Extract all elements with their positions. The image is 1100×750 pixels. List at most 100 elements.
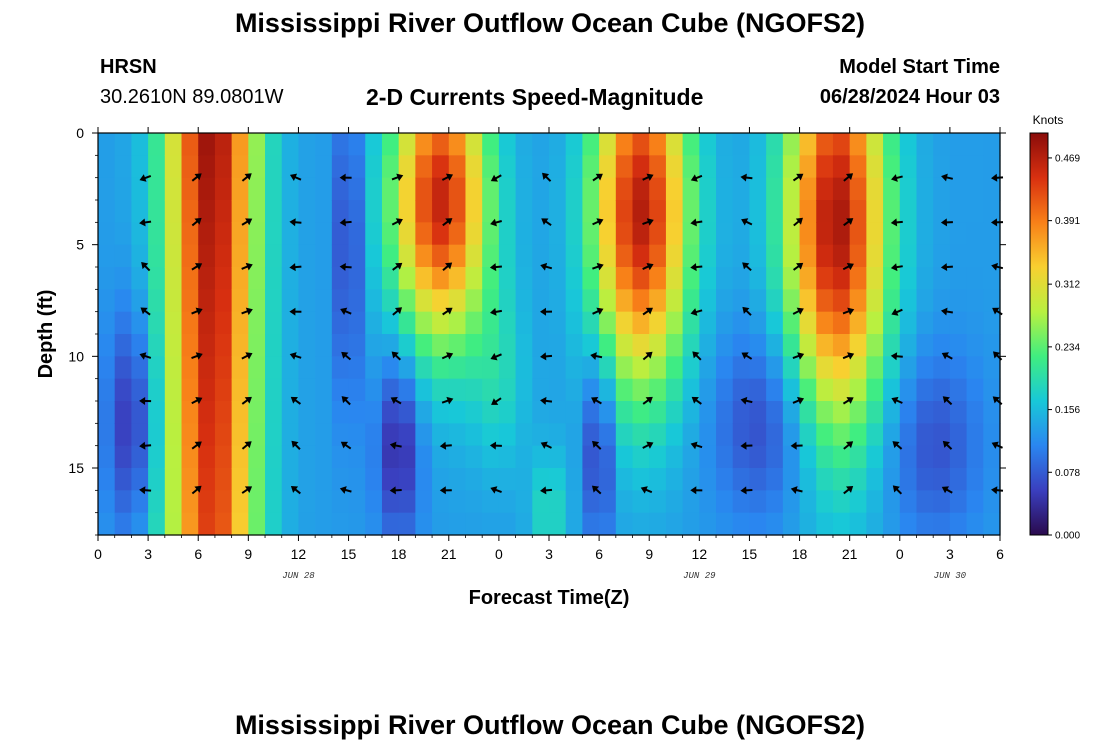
heatmap-cell (649, 133, 667, 156)
heatmap-cell (716, 490, 734, 514)
heatmap-cell (532, 155, 550, 179)
current-vector-arrow (291, 440, 301, 450)
heatmap-cell (381, 177, 400, 201)
heatmap-cell (482, 311, 500, 335)
heatmap-cell (549, 267, 567, 290)
heatmap-cell (866, 155, 884, 179)
heatmap-cell (883, 490, 901, 514)
heatmap-cell (866, 244, 884, 268)
heatmap-cell (98, 133, 116, 156)
heatmap-cell (749, 401, 767, 424)
heatmap-cell (381, 155, 400, 179)
heatmap-cell (131, 468, 149, 491)
heatmap-cell (949, 401, 968, 424)
heatmap-cell (716, 512, 734, 536)
current-vector-arrow (690, 263, 703, 272)
heatmap-cell (465, 356, 483, 380)
heatmap-cell (816, 222, 834, 246)
heatmap-cell (498, 200, 517, 223)
heatmap-cell (665, 468, 684, 491)
colorbar-gradient (1029, 132, 1049, 536)
heatmap-cell (582, 244, 600, 268)
heatmap-cell (732, 445, 751, 469)
heatmap-cell (816, 423, 834, 447)
heatmap-cell (632, 356, 650, 380)
heatmap-cell (248, 267, 266, 290)
heatmap-cell (682, 423, 700, 447)
heatmap-cell (148, 356, 166, 380)
heatmap-cell (498, 267, 517, 290)
current-vector-arrow (139, 352, 152, 360)
heatmap-cell (849, 512, 867, 536)
heatmap-cell (966, 401, 984, 424)
heatmap-cell (331, 423, 350, 447)
heatmap-cell (615, 490, 634, 514)
heatmap-cell (214, 334, 233, 357)
heatmap-cell (799, 200, 817, 223)
current-vector-arrow (991, 173, 1004, 182)
heatmap-cell (198, 311, 216, 335)
colorbar-label: Knots (1033, 113, 1064, 127)
heatmap-cell (415, 445, 433, 469)
heatmap-cell (749, 468, 767, 491)
heatmap-cell (348, 512, 366, 536)
heatmap-cell (114, 244, 132, 268)
heatmap-cell (949, 334, 968, 357)
heatmap-cell (749, 334, 767, 357)
heatmap-cell (265, 267, 283, 290)
heatmap-cell (181, 512, 199, 536)
heatmap-cell (381, 267, 400, 290)
heatmap-cell (899, 356, 918, 380)
x-tick-label: 3 (946, 546, 954, 562)
heatmap-cell (732, 222, 751, 246)
heatmap-cell (365, 289, 383, 313)
heatmap-cell (949, 490, 968, 514)
heatmap-cell (281, 311, 300, 335)
heatmap-cell (916, 445, 934, 469)
heatmap-cell (933, 423, 951, 447)
heatmap-cell (816, 244, 834, 268)
heatmap-cell (231, 222, 249, 246)
heatmap-cell (649, 222, 667, 246)
heatmap-cell (398, 289, 416, 313)
heatmap-cell (532, 401, 550, 424)
heatmap-cell (983, 133, 1001, 156)
current-vector-arrow (741, 218, 753, 226)
heatmap-cell (933, 334, 951, 357)
heatmap-cell (148, 267, 166, 290)
heatmap-cell (966, 356, 984, 380)
current-vector-arrow (591, 485, 602, 495)
heatmap-cell (248, 222, 266, 246)
heatmap-cell (883, 356, 901, 380)
heatmap-cell (398, 334, 416, 357)
heatmap-cell (148, 177, 166, 201)
heatmap-cell (381, 200, 400, 223)
heatmap-cell (649, 356, 667, 380)
heatmap-cell (432, 267, 450, 290)
heatmap-cell (816, 490, 834, 514)
station-coords: 30.2610N 89.0801W (100, 86, 284, 108)
heatmap-cell (398, 490, 416, 514)
heatmap-cell (632, 177, 650, 201)
heatmap-cell (214, 356, 233, 380)
heatmap-cell (649, 468, 667, 491)
current-vector-arrow (740, 396, 753, 405)
heatmap-cell (248, 200, 266, 223)
current-vector-arrow (489, 307, 502, 316)
heatmap-cell (198, 401, 216, 424)
heatmap-cell (448, 334, 467, 357)
y-tick-label: 10 (68, 348, 84, 364)
heatmap-cell (498, 378, 517, 402)
heatmap-cell (365, 267, 383, 290)
current-vector-arrow (140, 307, 151, 316)
heatmap-cell (315, 155, 333, 179)
heatmap-cell (315, 468, 333, 491)
heatmap-cell (966, 289, 984, 313)
heatmap-cell (231, 177, 249, 201)
heatmap-cell (615, 267, 634, 290)
current-vector-arrow (592, 173, 603, 182)
heatmap-cell (448, 244, 467, 268)
heatmap-cell (933, 267, 951, 290)
heatmap-cell (766, 222, 784, 246)
heatmap-cell (983, 311, 1001, 335)
